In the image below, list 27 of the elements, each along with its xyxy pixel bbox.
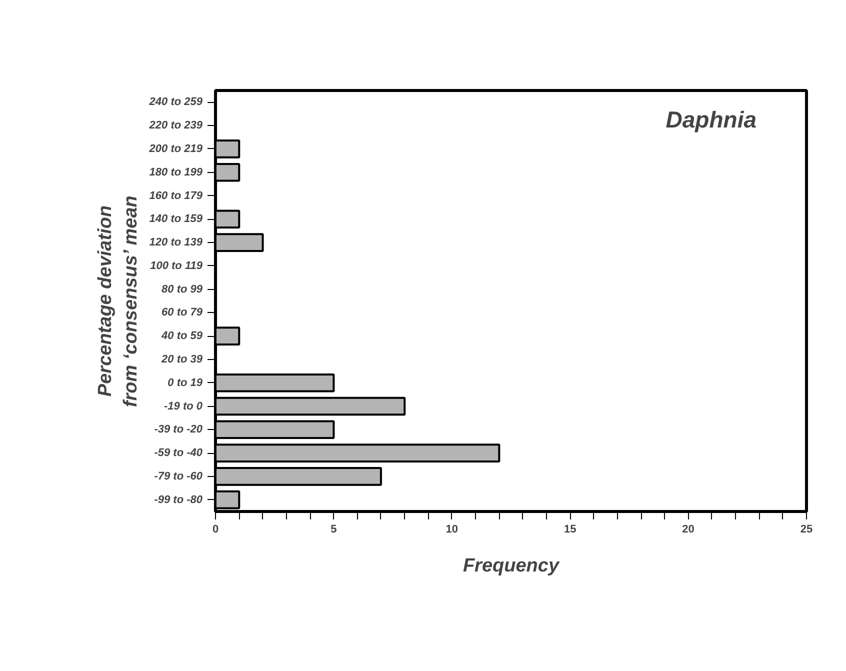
y-tick-label: 40 to 59	[160, 330, 204, 342]
x-axis-title: Frequency	[462, 556, 560, 576]
y-tick-label: -59 to -40	[154, 447, 204, 460]
annotation: Daphnia	[666, 106, 757, 133]
y-tick-label: 0 to 19	[168, 376, 204, 389]
y-tick-label: 80 to 99	[162, 283, 204, 296]
y-tick-label: 240 to 259	[148, 96, 204, 108]
y-tick-label: 60 to 79	[162, 306, 204, 319]
y-tick-label: 160 to 179	[149, 190, 204, 202]
y-axis-title: Percentage deviation from ‘consensus’ mean	[95, 196, 142, 408]
x-tick-label: 0	[212, 524, 219, 536]
y-tick-label: 20 to 39	[160, 353, 204, 366]
y-tick-label: 120 to 139	[149, 236, 204, 249]
y-tick-label: -79 to -60	[154, 470, 204, 482]
y-tick-label: -99 to -80	[154, 494, 204, 506]
y-tick-label: -39 to -20	[154, 424, 204, 436]
x-tick-label: 10	[446, 524, 458, 536]
x-tick-label: 15	[564, 524, 576, 536]
y-tick-label: 220 to 239	[148, 120, 204, 132]
x-tick-label: 20	[682, 524, 694, 536]
y-tick-label: 180 to 199	[149, 166, 204, 178]
y-tick-label: -19 to 0	[164, 400, 204, 412]
y-tick-label: 100 to 119	[150, 260, 204, 272]
y-tick-label: 140 to 159	[149, 213, 204, 226]
x-tick-label: 25	[800, 524, 813, 536]
y-tick-label: 200 to 219	[148, 142, 204, 155]
x-tick-label: 5	[330, 524, 337, 536]
